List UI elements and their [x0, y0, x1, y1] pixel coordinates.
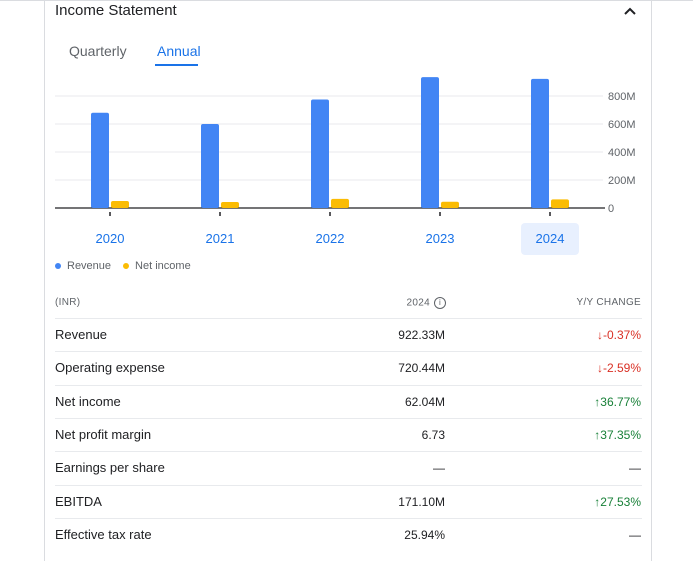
tab-quarterly[interactable]: Quarterly	[69, 43, 127, 59]
row-change: ↓-2.59%	[597, 361, 641, 375]
row-change: ↑36.77%	[594, 395, 641, 409]
revenue-net-income-chart: 800M 600M 400M 200M 0	[55, 77, 636, 216]
arrow-up-icon: ↑	[594, 427, 601, 442]
change-value: —	[629, 461, 641, 476]
change-value: 36.77%	[600, 394, 641, 409]
year-label-2021[interactable]: 2021	[205, 231, 235, 246]
info-icon[interactable]: i	[434, 297, 446, 309]
change-header: Y/Y CHANGE	[576, 297, 641, 308]
y-tick-label: 200M	[608, 175, 636, 187]
row-divider	[55, 517, 642, 519]
row-value: 171.10M	[398, 494, 445, 509]
row-divider	[55, 384, 642, 386]
net-income-bar-2021[interactable]	[221, 201, 239, 208]
revenue-bar-2023[interactable]	[421, 77, 439, 208]
row-label: Operating expense	[55, 360, 165, 376]
y-tick-label: 400M	[608, 147, 636, 159]
year-label-2022[interactable]: 2022	[315, 231, 345, 246]
row-change: ↑27.53%	[594, 495, 641, 509]
row-label: Net income	[55, 393, 121, 409]
tab-annual-indicator	[155, 64, 198, 66]
y-tick-label: 600M	[608, 119, 636, 131]
row-label: Revenue	[55, 327, 108, 342]
row-change: —	[629, 461, 641, 475]
net-income-bar-2020[interactable]	[111, 201, 129, 208]
income-statement-card	[44, 0, 652, 561]
chevron-up-icon[interactable]	[622, 4, 638, 20]
row-label: EBITDA	[55, 493, 102, 509]
change-value: -0.37%	[602, 328, 641, 342]
row-value: 62.04M	[404, 394, 445, 409]
year-label-2023[interactable]: 2023	[425, 231, 455, 246]
legend-net-income: Net income	[123, 260, 191, 272]
arrow-down-icon: ↓	[596, 328, 603, 342]
row-divider	[55, 484, 642, 486]
change-value: -2.59%	[602, 361, 641, 376]
row-change: —	[629, 528, 641, 542]
revenue-dot-icon	[55, 263, 61, 270]
row-value: —	[433, 461, 445, 476]
row-divider	[55, 351, 642, 353]
revenue-bar-2022[interactable]	[311, 99, 329, 209]
revenue-bar-2020[interactable]	[91, 112, 109, 208]
row-change: ↑37.35%	[594, 428, 641, 442]
row-value: 720.44M	[398, 361, 445, 376]
net-income-bar-2023[interactable]	[441, 201, 459, 208]
row-value: 6.73	[421, 427, 445, 442]
row-label: Effective tax rate	[55, 526, 152, 542]
chart-legend: Revenue Net income	[55, 260, 191, 272]
tab-annual[interactable]: Annual	[157, 43, 201, 59]
change-value: 37.35%	[600, 427, 641, 442]
revenue-bar-2024[interactable]	[531, 78, 549, 208]
section-title: Income Statement	[55, 2, 177, 19]
year-header: 2024 i	[407, 297, 446, 309]
arrow-up-icon: ↑	[594, 494, 601, 509]
arrow-down-icon: ↓	[596, 361, 603, 376]
legend-revenue: Revenue	[55, 260, 111, 272]
currency-header: (INR)	[55, 297, 81, 308]
row-divider	[55, 417, 642, 419]
row-value: 25.94%	[404, 527, 445, 542]
row-change: ↓-0.37%	[597, 328, 641, 342]
y-tick-label: 800M	[608, 91, 636, 103]
row-divider	[55, 318, 642, 319]
year-label-2020[interactable]: 2020	[95, 231, 125, 246]
net-income-bar-2024[interactable]	[551, 199, 569, 208]
change-value: 27.53%	[600, 494, 641, 509]
net-income-bar-2022[interactable]	[331, 198, 349, 208]
change-value: —	[629, 527, 641, 542]
row-label: Net profit margin	[55, 426, 152, 442]
y-tick-label: 0	[608, 203, 614, 215]
revenue-bar-2021[interactable]	[201, 124, 219, 208]
net-income-dot-icon	[123, 263, 130, 270]
year-label-2024[interactable]: 2024	[521, 223, 579, 255]
row-value: 922.33M	[398, 328, 445, 342]
row-label: Earnings per share	[55, 460, 165, 476]
row-divider	[55, 451, 642, 453]
arrow-up-icon: ↑	[594, 394, 601, 409]
